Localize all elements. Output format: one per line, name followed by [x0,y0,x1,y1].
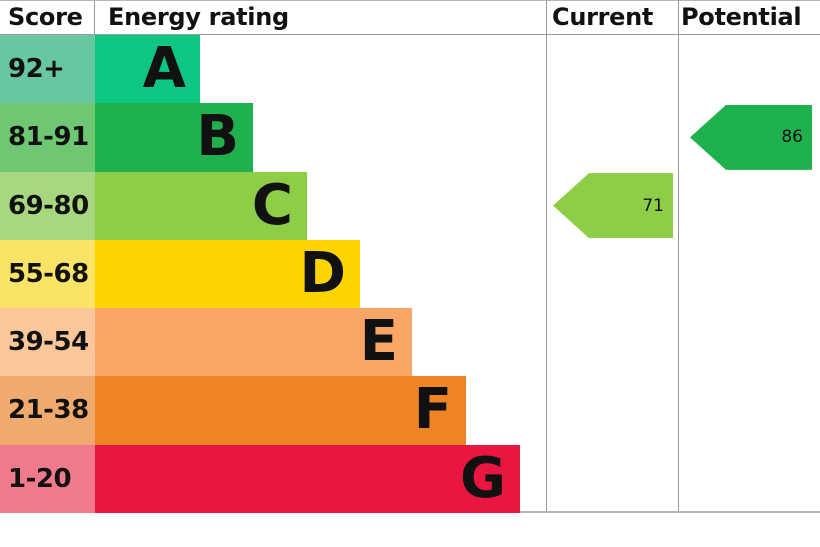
band-row-e: 39-54 E [0,308,820,377]
band-bar-a: A [95,35,200,104]
band-bar-e: E [95,308,412,377]
band-bar-f: F [95,376,466,445]
current-rating-value: 71 [642,195,664,216]
current-column-divider [546,0,547,511]
band-score-range: 69-80 [0,171,95,240]
band-score-range: 55-68 [0,239,95,309]
potential-rating-value: 86 [781,127,803,148]
band-bar-d: D [95,239,360,309]
band-score-range: 81-91 [0,103,95,172]
band-row-d: 55-68 D [0,239,820,309]
band-bar-c: C [95,171,307,240]
chart-body: 92+ A 81-91 B 69-80 C 55-68 D 39-54 E 21… [0,0,820,513]
band-row-a: 92+ A [0,35,820,104]
chart-header-row: Score Energy rating Current Potential [0,1,820,35]
band-row-g: 1-20 G [0,444,820,513]
potential-column-header: Potential [681,3,802,31]
band-row-f: 21-38 F [0,376,820,445]
band-row-b: 81-91 B [0,103,820,172]
score-column-header: Score [0,1,95,34]
energy-rating-column-header: Energy rating [95,1,547,34]
band-score-range: 39-54 [0,308,95,377]
epc-rating-chart: Score Energy rating Current Potential 92… [0,0,820,513]
current-column-header: Current [547,1,679,34]
potential-column-divider [678,0,679,511]
band-row-c: 69-80 C [0,171,820,240]
band-score-range: 92+ [0,35,95,104]
band-bar-b: B [95,103,253,172]
band-score-range: 1-20 [0,444,95,513]
band-score-range: 21-38 [0,376,95,445]
band-bar-g: G [95,444,520,513]
